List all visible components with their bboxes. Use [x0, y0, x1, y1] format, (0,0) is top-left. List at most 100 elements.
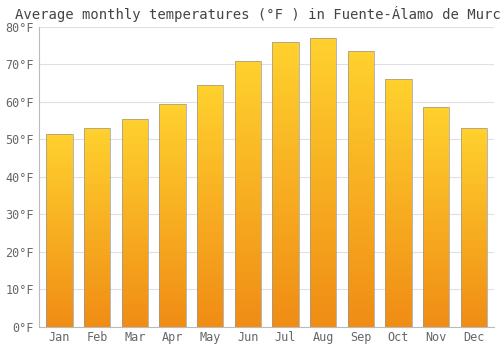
- Bar: [423, 263, 450, 265]
- Bar: [423, 142, 450, 145]
- Bar: [348, 82, 374, 84]
- Bar: [46, 174, 73, 176]
- Bar: [348, 62, 374, 65]
- Bar: [122, 264, 148, 266]
- Bar: [460, 303, 487, 305]
- Bar: [272, 273, 298, 275]
- Bar: [197, 187, 224, 189]
- Bar: [272, 278, 298, 281]
- Bar: [122, 254, 148, 256]
- Bar: [272, 204, 298, 207]
- Bar: [46, 145, 73, 147]
- Bar: [160, 137, 186, 139]
- Bar: [122, 119, 148, 121]
- Bar: [272, 270, 298, 273]
- Bar: [122, 241, 148, 243]
- Bar: [46, 253, 73, 255]
- Bar: [423, 138, 450, 140]
- Bar: [386, 79, 411, 82]
- Bar: [234, 172, 261, 175]
- Bar: [423, 234, 450, 237]
- Bar: [122, 204, 148, 206]
- Bar: [348, 318, 374, 321]
- Bar: [310, 119, 336, 122]
- Bar: [348, 263, 374, 266]
- Bar: [160, 191, 186, 193]
- Bar: [460, 154, 487, 156]
- Bar: [160, 144, 186, 146]
- Bar: [84, 188, 110, 190]
- Bar: [460, 318, 487, 321]
- Bar: [423, 324, 450, 327]
- Bar: [234, 77, 261, 79]
- Bar: [46, 226, 73, 228]
- Bar: [386, 193, 411, 196]
- Bar: [234, 74, 261, 77]
- Bar: [160, 188, 186, 191]
- Bar: [122, 320, 148, 322]
- Bar: [197, 259, 224, 261]
- Bar: [272, 238, 298, 241]
- Bar: [122, 123, 148, 125]
- Bar: [460, 317, 487, 318]
- Bar: [272, 178, 298, 181]
- Bar: [386, 243, 411, 245]
- Bar: [272, 193, 298, 196]
- Bar: [272, 110, 298, 113]
- Bar: [348, 150, 374, 153]
- Bar: [234, 87, 261, 90]
- Bar: [272, 105, 298, 107]
- Bar: [122, 220, 148, 223]
- Bar: [197, 194, 224, 196]
- Bar: [160, 217, 186, 219]
- Bar: [348, 109, 374, 112]
- Bar: [197, 112, 224, 114]
- Bar: [348, 324, 374, 327]
- Bar: [310, 78, 336, 82]
- Bar: [386, 191, 411, 193]
- Bar: [272, 79, 298, 82]
- Bar: [46, 180, 73, 182]
- Bar: [310, 127, 336, 131]
- Bar: [46, 238, 73, 240]
- Bar: [272, 309, 298, 312]
- Bar: [423, 237, 450, 239]
- Bar: [348, 211, 374, 214]
- Bar: [84, 205, 110, 208]
- Bar: [234, 180, 261, 183]
- Bar: [197, 211, 224, 213]
- Bar: [160, 135, 186, 137]
- Bar: [122, 212, 148, 214]
- Bar: [310, 38, 336, 41]
- Bar: [460, 178, 487, 180]
- Bar: [197, 240, 224, 242]
- Bar: [460, 307, 487, 309]
- Bar: [460, 168, 487, 170]
- Bar: [197, 288, 224, 290]
- Bar: [122, 189, 148, 191]
- Bar: [46, 325, 73, 327]
- Bar: [234, 295, 261, 298]
- Bar: [197, 302, 224, 305]
- Bar: [348, 161, 374, 164]
- Bar: [460, 309, 487, 311]
- Bar: [46, 298, 73, 300]
- Bar: [234, 218, 261, 220]
- Bar: [310, 194, 336, 197]
- Bar: [46, 186, 73, 188]
- Bar: [386, 186, 411, 188]
- Bar: [423, 283, 450, 285]
- Bar: [272, 321, 298, 324]
- Bar: [84, 283, 110, 285]
- Bar: [160, 204, 186, 206]
- Bar: [386, 139, 411, 141]
- Bar: [160, 173, 186, 175]
- Bar: [84, 136, 110, 138]
- Bar: [197, 213, 224, 216]
- Bar: [460, 297, 487, 299]
- Bar: [310, 208, 336, 211]
- Bar: [234, 111, 261, 114]
- Bar: [310, 321, 336, 324]
- Bar: [234, 140, 261, 143]
- Bar: [348, 272, 374, 274]
